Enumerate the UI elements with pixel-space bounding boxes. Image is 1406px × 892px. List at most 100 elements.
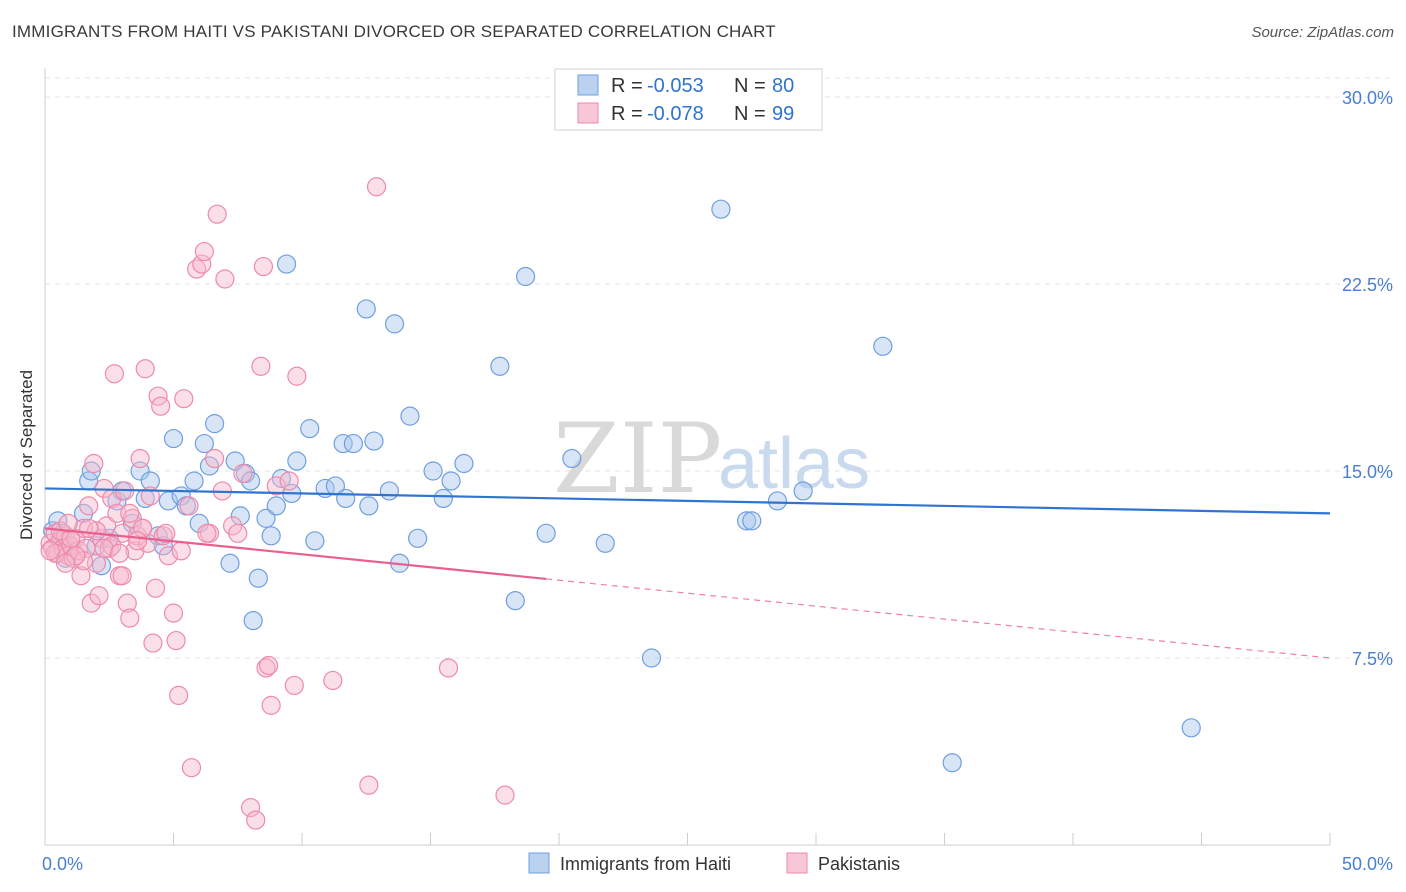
pakistani-point — [366, 177, 387, 197]
haiti-point — [737, 511, 757, 531]
pakistani-point — [169, 685, 189, 706]
legend-n-value: 80 — [772, 75, 794, 97]
pakistani-point — [79, 518, 99, 538]
pakistani-point — [145, 578, 166, 598]
pakistani-point — [166, 630, 186, 651]
haiti-point — [379, 481, 399, 501]
pakistani-point — [86, 521, 107, 541]
pakistani-point — [61, 528, 81, 548]
chart-source: Source: ZipAtlas.com — [1251, 24, 1394, 41]
pakistani-point — [261, 695, 281, 715]
gridlines — [45, 77, 1395, 659]
y-tick-label: 15.0% — [1342, 462, 1393, 482]
haiti-point — [873, 336, 893, 356]
pakistani-point — [122, 508, 142, 528]
bottom-legend-swatch-pakistani — [786, 852, 808, 874]
pakistani-point — [99, 538, 119, 558]
legend-box — [554, 68, 823, 131]
haiti-point — [300, 419, 320, 439]
pakistani-point — [251, 356, 271, 376]
haiti-point — [562, 448, 582, 469]
haiti-point — [241, 471, 261, 491]
haiti-point — [184, 471, 204, 491]
haiti-point — [742, 511, 762, 531]
haiti-point — [305, 531, 325, 551]
haiti-point — [205, 414, 225, 434]
pakistani-point — [359, 775, 379, 795]
axes — [44, 68, 1331, 846]
y-tick-label: 30.0% — [1342, 88, 1393, 108]
pakistani-point — [495, 785, 515, 805]
haiti-point — [333, 433, 353, 454]
haiti-point — [793, 481, 813, 501]
pakistani-point — [171, 541, 191, 561]
pakistani-point — [81, 593, 101, 613]
haiti-point — [433, 488, 453, 509]
trend-lines — [44, 487, 1331, 659]
pakistani-point — [253, 256, 274, 277]
pakistani-point — [158, 546, 178, 566]
pakistani-point — [241, 797, 261, 818]
y-tick-label: 7.5% — [1352, 649, 1393, 669]
haiti-point — [163, 428, 184, 449]
bottom-legend: Immigrants from Haiti Pakistanis — [528, 852, 900, 874]
legend-n-label: N = — [734, 103, 766, 125]
legend-r-value: -0.053 — [647, 75, 704, 97]
haiti-point — [343, 433, 363, 454]
haiti-point — [336, 488, 356, 509]
haiti-point — [767, 491, 788, 511]
y-tick-label: 22.5% — [1342, 275, 1393, 295]
pakistani-point — [40, 541, 60, 561]
haiti-point — [1181, 718, 1201, 738]
haiti-point — [441, 471, 461, 491]
pakistani-point — [102, 536, 122, 556]
legend-r-label: R = — [611, 103, 643, 125]
pakistani-point — [174, 389, 194, 409]
pakistani-point — [205, 448, 225, 469]
pakistani-point — [79, 496, 99, 516]
pakistani-point — [143, 633, 163, 653]
pakistani-point — [287, 366, 307, 386]
haiti-point — [243, 610, 263, 631]
bottom-legend-label-haiti: Immigrants from Haiti — [560, 854, 731, 874]
bottom-legend-swatch-haiti — [528, 852, 550, 874]
haiti-point — [454, 453, 474, 474]
pakistani-point — [127, 531, 148, 551]
haiti-point — [505, 591, 525, 611]
haiti-point — [423, 461, 443, 481]
pakistani-point — [151, 396, 171, 416]
pakistani-point — [66, 546, 86, 566]
pakistani-trend-line — [44, 527, 547, 581]
pakistani-point — [71, 566, 91, 586]
legend-n-value: 99 — [772, 103, 794, 125]
pakistani-point — [45, 543, 65, 563]
haiti-point — [356, 299, 376, 319]
pakistani-point — [258, 655, 279, 676]
pakistani-point — [228, 523, 248, 543]
pakistani-point — [194, 241, 214, 262]
haiti-point — [515, 266, 536, 287]
pakistani-point — [89, 586, 109, 606]
pakistani-point — [163, 603, 184, 623]
haiti-point — [364, 431, 384, 451]
pakistani-point — [130, 448, 150, 469]
pakistani-point — [117, 593, 137, 613]
y-tick-labels: 7.5% 15.0% 22.5% 30.0% — [1342, 88, 1393, 669]
pakistani-point — [58, 513, 78, 533]
pakistani-point — [192, 254, 212, 274]
pakistani-point — [438, 658, 459, 678]
pakistani-trend-extension — [546, 578, 1331, 659]
haiti-point — [256, 508, 276, 528]
chart-title: IMMIGRANTS FROM HAITI VS PAKISTANI DIVOR… — [12, 22, 776, 41]
haiti-point — [384, 314, 405, 334]
pakistani-point — [181, 758, 202, 778]
pakistani-point — [104, 364, 124, 384]
x-tick-label-max: 50.0% — [1342, 854, 1393, 874]
haiti-point — [490, 356, 510, 376]
pakistani-point — [233, 463, 253, 484]
pakistani-point — [323, 670, 343, 691]
legend-r-value: -0.078 — [647, 103, 704, 125]
pakistani-point — [207, 204, 227, 224]
pakistani-point — [256, 658, 276, 678]
bottom-legend-label-pakistani: Pakistanis — [818, 854, 900, 874]
